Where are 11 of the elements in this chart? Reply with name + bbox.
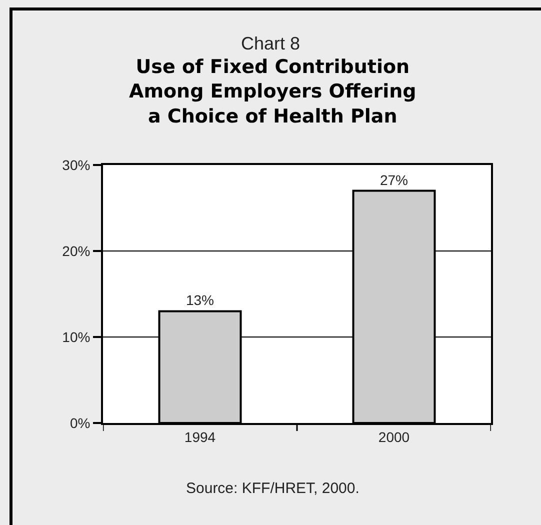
chart-title: Chart 8 — [240, 33, 300, 54]
y-tick-label: 20% — [62, 242, 90, 259]
y-tick-label: 30% — [62, 156, 90, 173]
x-tick-label: 2000 — [378, 428, 410, 445]
y-tick-label: 0% — [70, 414, 90, 431]
data-label: 13% — [186, 292, 214, 308]
data-label: 27% — [380, 172, 408, 188]
x-tick-label: 1994 — [184, 428, 216, 445]
chart-subtitle: Use of Fixed Contribution Among Employers Offering a Choice of Health Plan — [129, 56, 416, 128]
y-tick-label: 10% — [62, 328, 90, 345]
source-note: Source: KFF/HRET, 2000. — [186, 480, 360, 497]
